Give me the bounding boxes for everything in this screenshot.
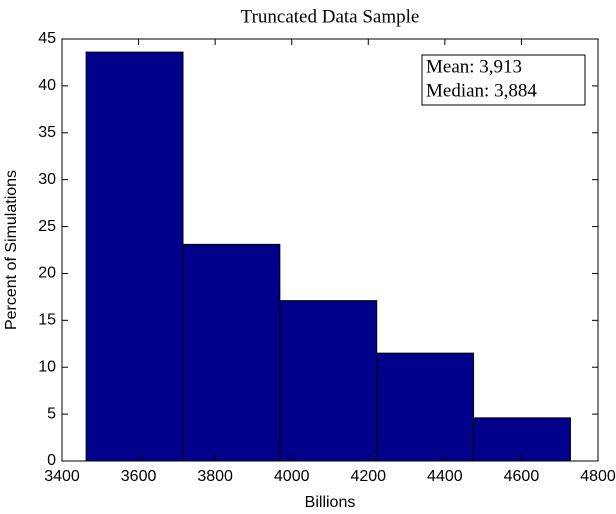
y-tick-label: 0 [47,452,56,469]
bar [85,51,184,462]
bar [279,300,378,462]
annotation: Median: 3,884 [426,80,537,101]
annotation: Mean: 3,913 [426,56,522,77]
chart-title: Truncated Data Sample [241,6,420,27]
bar [376,352,475,462]
y-tick-label: 25 [38,218,56,235]
x-tick-label: 4600 [504,468,540,485]
x-tick-label: 4800 [580,468,616,485]
y-tick-label: 5 [47,405,56,422]
bar [182,243,281,462]
x-tick-label: 3600 [121,468,157,485]
x-tick-label: 4200 [350,468,386,485]
y-tick-label: 15 [38,312,56,329]
x-tick-label: 3400 [44,468,80,485]
x-tick-label: 4000 [274,468,310,485]
x-tick-label: 4400 [427,468,463,485]
y-tick-label: 40 [38,77,56,94]
y-tick-label: 20 [38,265,56,282]
y-tick-label: 45 [38,30,56,47]
x-tick-label: 3800 [197,468,233,485]
plot-frame [61,38,599,462]
y-axis-label: Percent of Simulations [3,170,20,330]
annotation-box [421,54,586,106]
y-tick-label: 10 [38,358,56,375]
y-tick-label: 30 [38,171,56,188]
x-axis-label: Billions [305,494,356,511]
bar [473,417,571,462]
y-tick-label: 35 [38,124,56,141]
